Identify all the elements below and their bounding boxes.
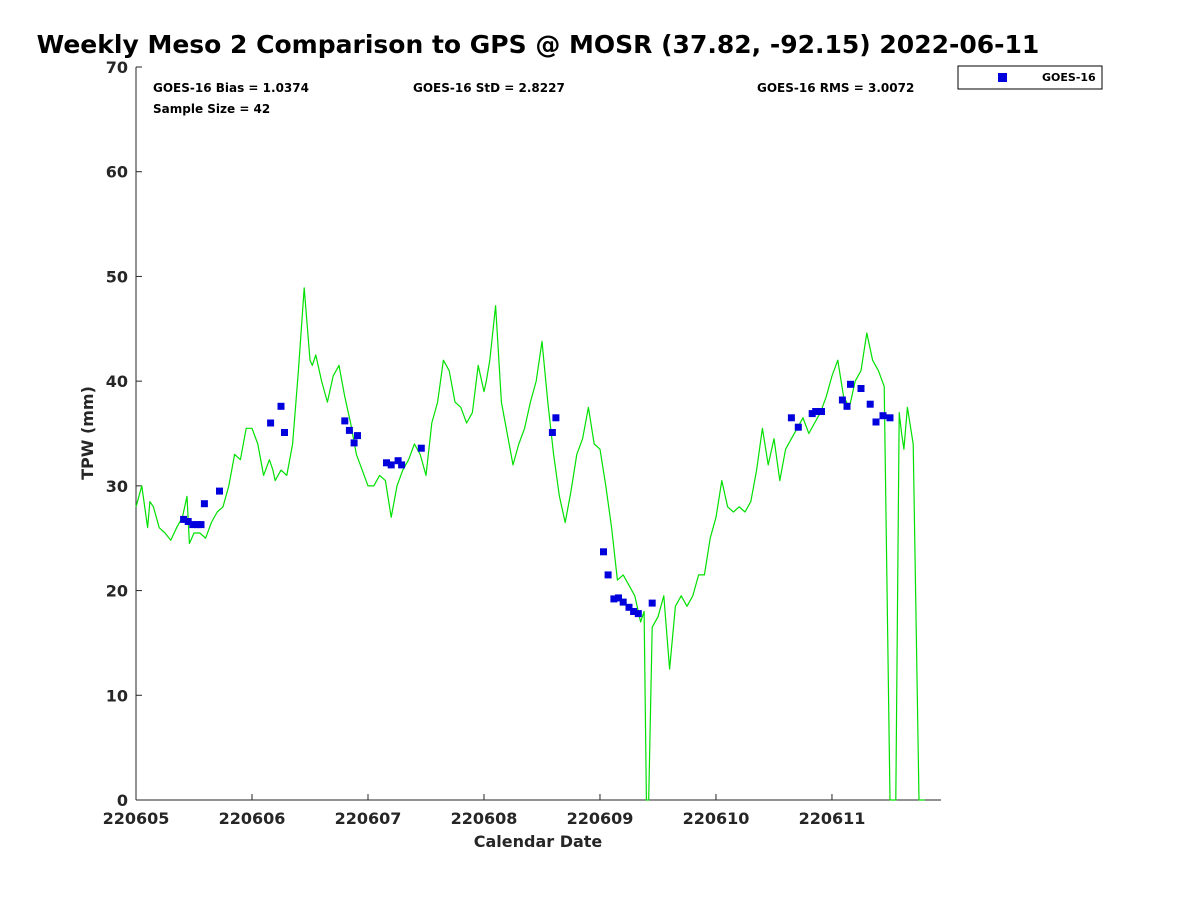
goes16-point bbox=[387, 461, 395, 469]
y-tick-label: 20 bbox=[106, 582, 128, 601]
goes16-point bbox=[610, 595, 618, 603]
goes16-point bbox=[619, 598, 627, 606]
goes16-point bbox=[197, 521, 205, 529]
sample-size-stat: Sample Size = 42 bbox=[153, 102, 270, 116]
goes16-point bbox=[216, 487, 223, 495]
chart-title: Weekly Meso 2 Comparison to GPS @ MOSR (… bbox=[37, 30, 1040, 59]
y-ticks: 0 10 20 30 40 50 60 70 bbox=[106, 58, 142, 810]
goes16-point bbox=[189, 521, 197, 529]
y-tick-label: 10 bbox=[106, 686, 128, 705]
goes16-point bbox=[872, 418, 880, 426]
goes16-point bbox=[604, 571, 612, 579]
legend-label-goes16: GOES-16 bbox=[1042, 71, 1096, 84]
std-stat: GOES-16 StD = 2.8227 bbox=[413, 81, 565, 95]
goes16-point bbox=[394, 457, 402, 465]
goes16-point bbox=[354, 432, 361, 440]
goes16-point bbox=[200, 500, 208, 508]
goes16-point bbox=[552, 414, 560, 422]
goes16-point bbox=[350, 439, 358, 447]
x-tick-label: 220606 bbox=[219, 809, 286, 828]
plot-area: 0 10 20 30 40 50 60 70 220605 220606 220607 220608… bbox=[103, 58, 941, 828]
x-tick-label: 220605 bbox=[103, 809, 170, 828]
legend-box bbox=[957, 65, 1103, 90]
y-tick-label: 30 bbox=[106, 477, 128, 496]
goes16-point bbox=[281, 429, 288, 436]
goes16-point bbox=[345, 426, 353, 434]
x-tick-label: 220610 bbox=[683, 809, 750, 828]
goes16-point bbox=[630, 608, 638, 615]
goes16-point bbox=[417, 444, 425, 452]
x-tick-label: 220608 bbox=[451, 809, 518, 828]
goes16-point bbox=[886, 414, 894, 422]
x-tick-label: 220607 bbox=[335, 809, 402, 828]
goes16-point bbox=[398, 461, 406, 469]
y-tick-label: 50 bbox=[106, 267, 128, 286]
goes16-point bbox=[847, 380, 854, 388]
goes16-point bbox=[794, 423, 802, 431]
goes16-point bbox=[184, 518, 192, 525]
rms-stat: GOES-16 RMS = 3.0072 bbox=[757, 81, 914, 95]
legend: GOES-16 bbox=[957, 65, 1103, 90]
goes16-point bbox=[812, 408, 820, 415]
goes16-point bbox=[634, 610, 642, 618]
goes16-point bbox=[180, 515, 188, 523]
y-axis-label: TPW (mm) bbox=[78, 386, 97, 480]
goes16-point bbox=[857, 385, 865, 392]
goes16-point bbox=[615, 594, 622, 602]
x-ticks: 220605 220606 220607 220608 220609 220610 2206… bbox=[103, 794, 866, 828]
goes16-point bbox=[600, 548, 607, 556]
gps-tpw-line bbox=[135, 287, 925, 801]
goes16-point bbox=[267, 419, 275, 427]
goes16-point bbox=[866, 400, 874, 408]
stats-annotations: GOES-16 Bias = 1.0374 GOES-16 StD = 2.82… bbox=[153, 81, 914, 116]
x-axis-label: Calendar Date bbox=[474, 832, 603, 851]
legend-marker-goes16 bbox=[998, 73, 1007, 82]
goes16-point bbox=[548, 429, 556, 436]
y-tick-label: 70 bbox=[106, 58, 128, 77]
goes16-point bbox=[341, 417, 349, 425]
goes16-point bbox=[818, 408, 825, 415]
goes16-point bbox=[625, 603, 633, 611]
y-tick-label: 40 bbox=[106, 372, 128, 391]
x-tick-label: 220611 bbox=[799, 809, 866, 828]
x-tick-label: 220609 bbox=[567, 809, 634, 828]
goes16-point bbox=[879, 412, 887, 420]
goes16-point bbox=[648, 599, 656, 607]
goes16-point bbox=[383, 459, 390, 467]
goes16-point bbox=[787, 414, 795, 422]
bias-stat: GOES-16 Bias = 1.0374 bbox=[153, 81, 309, 95]
goes16-point bbox=[843, 402, 851, 410]
goes16-point bbox=[838, 396, 846, 404]
y-tick-label: 0 bbox=[117, 791, 128, 810]
series-layer bbox=[135, 287, 925, 801]
goes16-point bbox=[277, 402, 285, 410]
y-tick-label: 60 bbox=[106, 163, 128, 182]
